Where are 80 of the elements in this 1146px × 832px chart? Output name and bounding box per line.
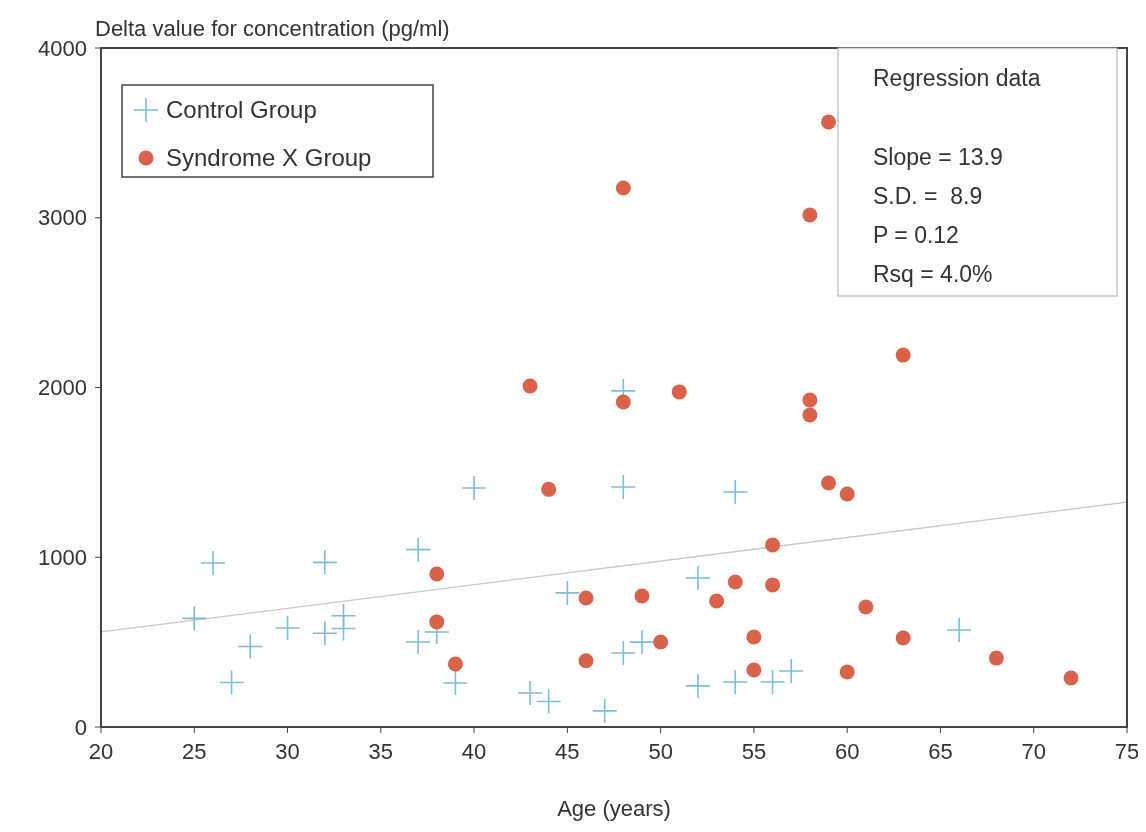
y-tick-label: 4000: [38, 35, 87, 61]
point: [802, 207, 818, 223]
point: [429, 566, 445, 582]
x-tick-label: 30: [275, 739, 300, 764]
point: [536, 689, 561, 714]
y-tick-label: 0: [74, 714, 87, 740]
x-tick-label: 75: [1114, 739, 1140, 764]
point: [312, 621, 337, 646]
point: [592, 698, 617, 723]
point: [1063, 670, 1079, 686]
x-tick-label: 40: [461, 739, 487, 764]
point: [765, 577, 781, 593]
point: [462, 475, 487, 500]
point: [779, 658, 804, 683]
point: [429, 614, 445, 630]
point: [611, 474, 636, 499]
point: [839, 664, 855, 680]
x-tick-label: 50: [648, 739, 673, 764]
annotation: P = 0.12: [873, 222, 959, 248]
point: [685, 565, 710, 590]
point: [312, 550, 337, 575]
annotation: S.D. = 8.9: [873, 183, 983, 209]
x-tick-label: 35: [368, 739, 394, 764]
point: [765, 537, 781, 553]
point: [727, 574, 743, 590]
y-tick-label: 2000: [38, 375, 87, 401]
x-tick-label: 60: [834, 739, 860, 764]
legend-label: Control Group: [166, 96, 317, 124]
point: [578, 590, 594, 606]
point: [522, 378, 538, 394]
point: [746, 662, 762, 678]
legend-label: Syndrome X Group: [166, 144, 372, 172]
point: [238, 634, 263, 659]
point: [821, 475, 837, 491]
x-tick-label: 70: [1021, 739, 1046, 764]
point: [802, 392, 818, 408]
point: [611, 640, 636, 665]
point: [895, 347, 911, 363]
x-tick-label: 65: [928, 739, 953, 764]
point: [406, 629, 431, 654]
point: [802, 407, 818, 423]
annotation: Rsq = 4.0%: [873, 261, 993, 287]
point: [275, 616, 300, 641]
point: [671, 384, 687, 400]
point: [895, 630, 911, 646]
x-tick-label: 25: [182, 739, 207, 764]
point: [615, 180, 631, 196]
point: [629, 630, 654, 655]
point: [518, 681, 543, 706]
point: [723, 670, 748, 695]
point: [723, 480, 748, 505]
point: [653, 634, 669, 650]
point: [578, 653, 594, 669]
y-tick-label: 1000: [38, 544, 87, 570]
point: [760, 670, 785, 695]
x-tick-label: 20: [88, 739, 114, 764]
point: [443, 671, 468, 696]
point: [182, 606, 207, 631]
y-axis-title: Delta value for concentration (pg/ml): [95, 16, 450, 41]
point: [988, 650, 1004, 666]
point: [821, 114, 837, 130]
point: [858, 599, 874, 615]
point: [634, 588, 650, 604]
point: [406, 537, 431, 562]
point: [555, 580, 580, 605]
point: [447, 656, 463, 672]
point: [839, 486, 855, 502]
annotation: Slope = 13.9: [873, 144, 1003, 170]
point: [541, 481, 557, 497]
x-tick-label: 55: [741, 739, 767, 764]
x-tick-label: 45: [555, 739, 580, 764]
point: [947, 618, 972, 643]
point: [685, 673, 710, 698]
point: [200, 551, 225, 576]
x-axis-title: Age (years): [557, 796, 671, 821]
y-tick-label: 3000: [38, 205, 87, 231]
annotation: Regression data: [873, 65, 1041, 91]
point: [615, 394, 631, 410]
point: [709, 593, 725, 609]
point: [746, 629, 762, 645]
